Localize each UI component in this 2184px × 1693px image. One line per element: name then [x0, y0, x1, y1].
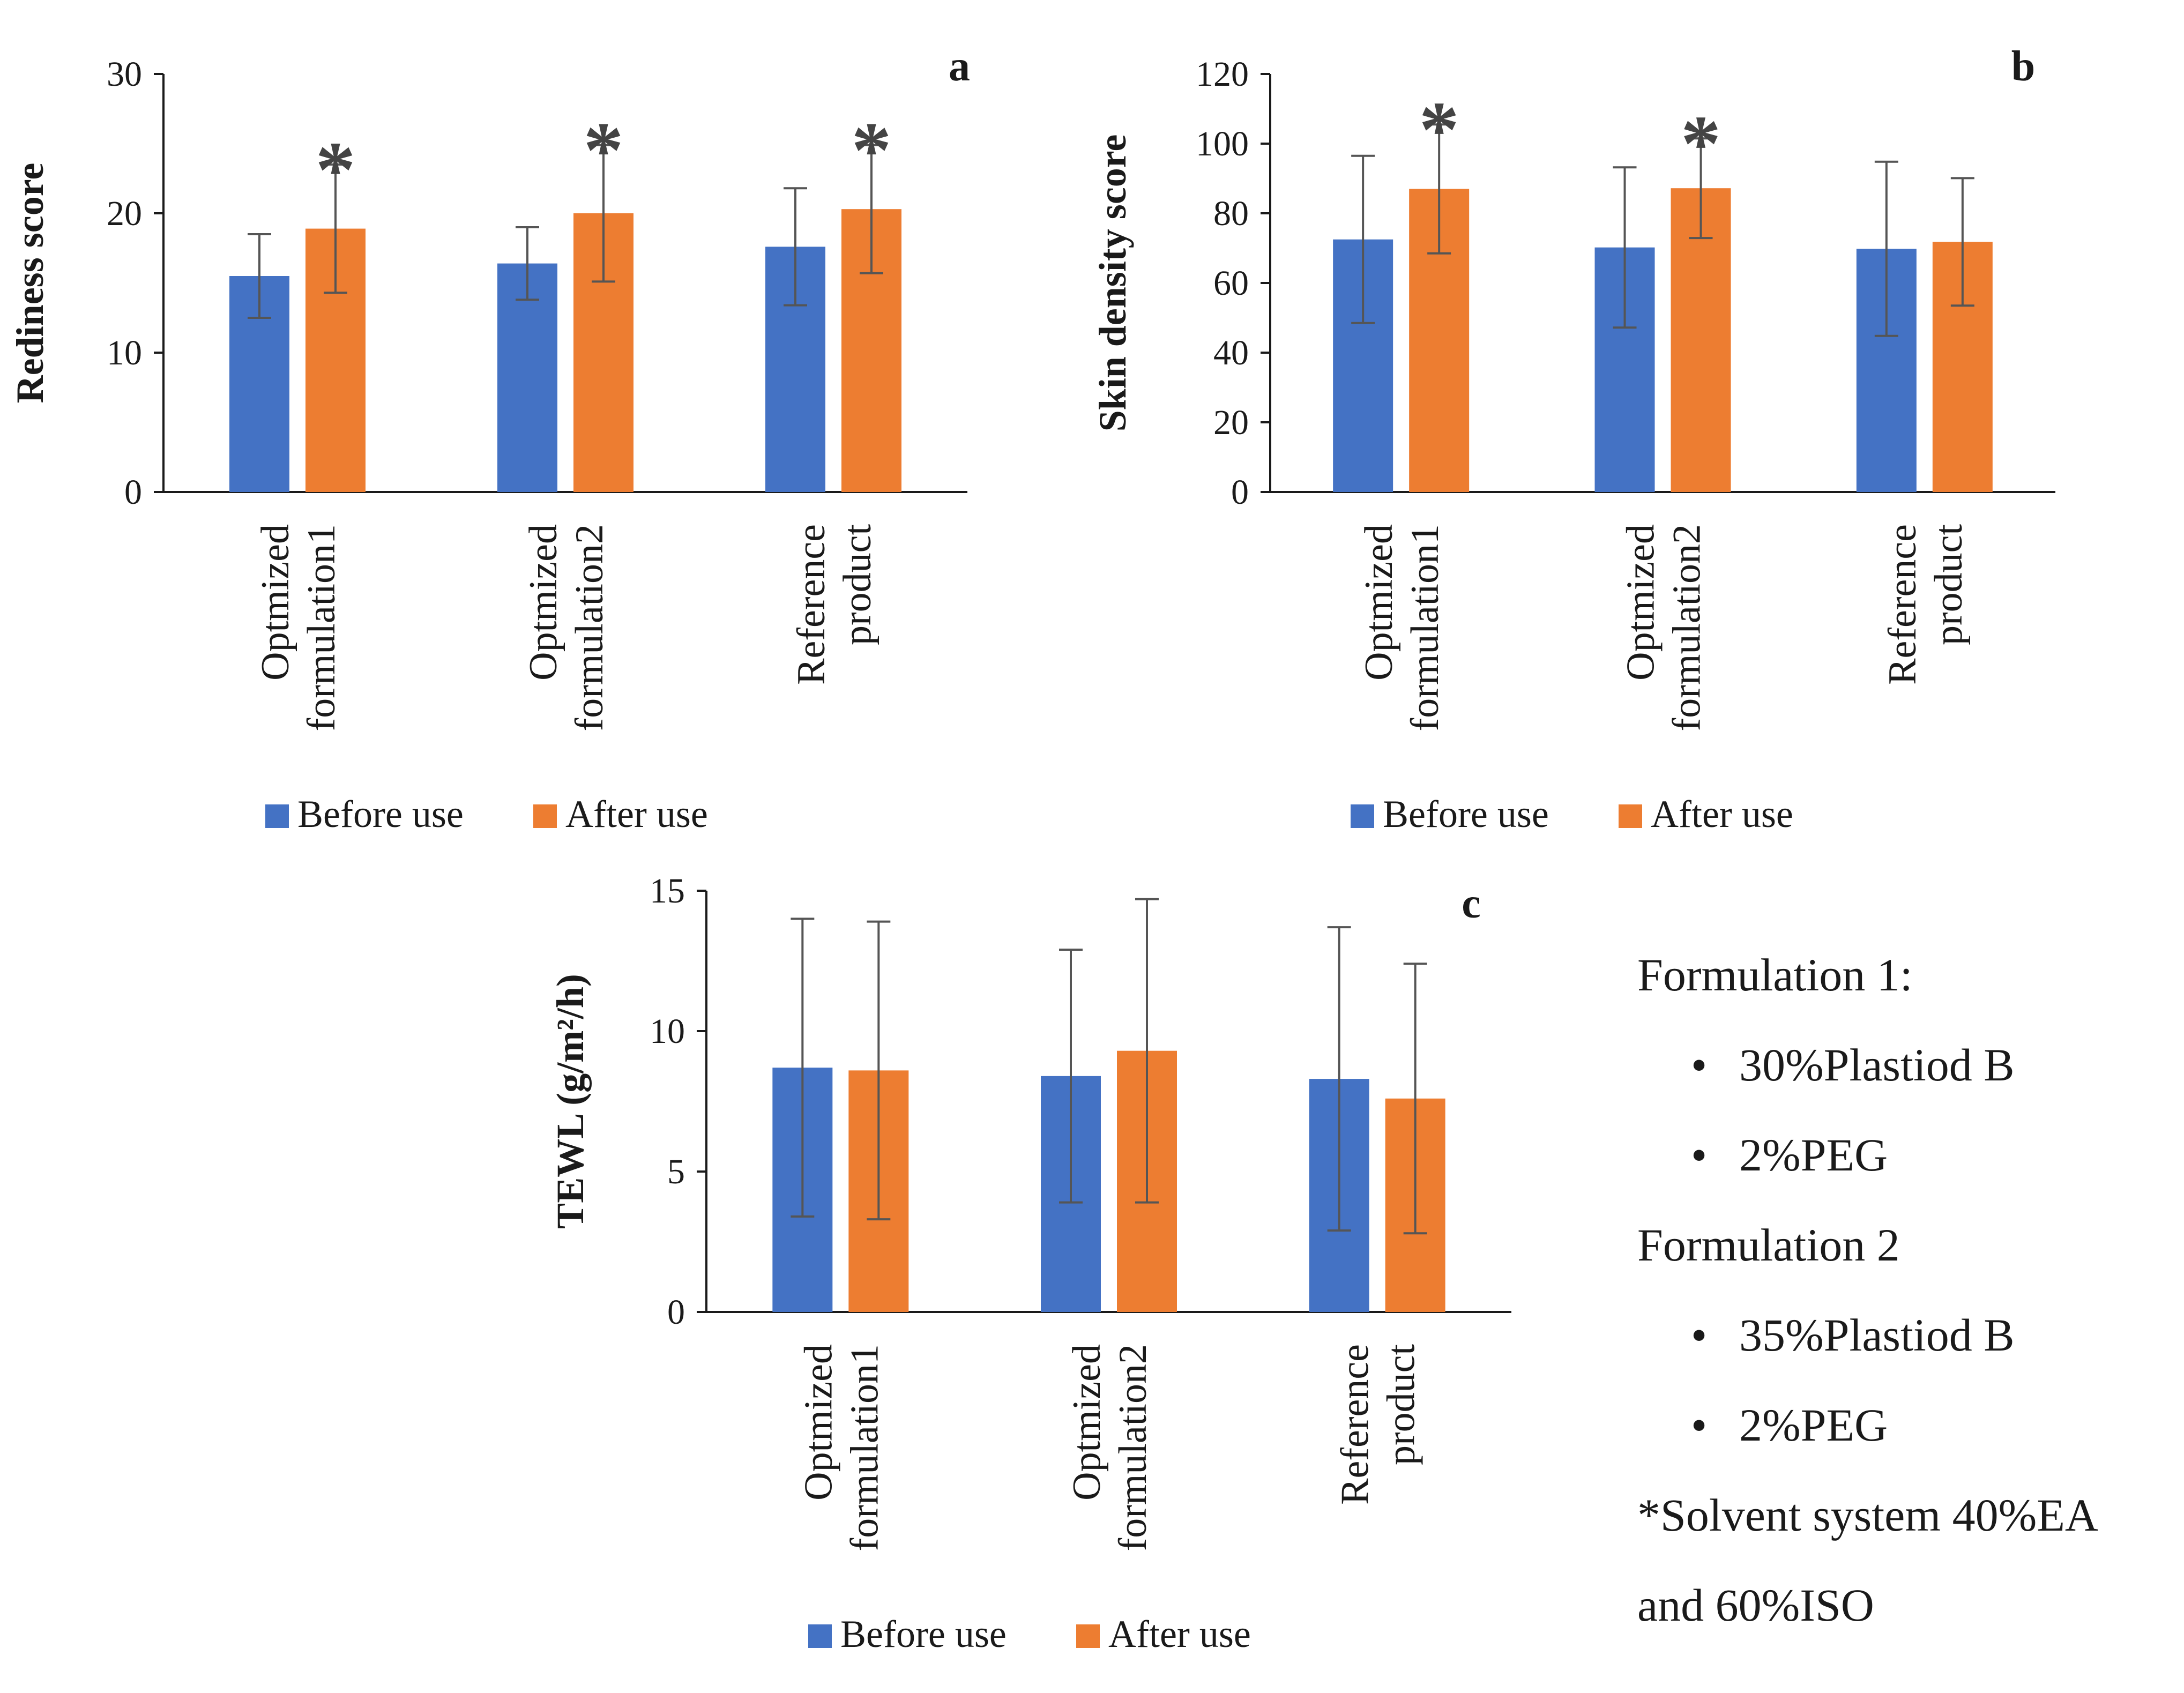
- solvent-note-line2: and 60%ISO: [1637, 1579, 1874, 1631]
- legend-label-before-use: Before use: [840, 1613, 1007, 1655]
- legend-swatch-after-use: [533, 804, 557, 828]
- significance-asterisk: *: [584, 106, 624, 195]
- category-label-line: product: [1380, 1344, 1423, 1465]
- y-tick-label: 15: [650, 871, 685, 911]
- category-label: Optmized formulation1: [254, 524, 344, 731]
- panel-label: a: [949, 43, 970, 90]
- y-tick-label: 30: [107, 55, 142, 94]
- y-tick-label: 120: [1196, 55, 1249, 94]
- category-label-line: Reference: [1333, 1344, 1377, 1505]
- category-label: Reference product: [789, 524, 879, 685]
- y-tick-label: 10: [107, 333, 142, 372]
- category-label-line: Optmized: [1357, 524, 1401, 681]
- formulation2-item: 2%PEG: [1637, 1380, 2173, 1470]
- category-label-line: product: [1927, 524, 1971, 645]
- significance-asterisk: *: [1419, 85, 1459, 174]
- formulation2-title: Formulation 2: [1637, 1219, 1900, 1271]
- y-tick-label: 20: [1213, 403, 1249, 442]
- category-label-line: formulation1: [1403, 524, 1447, 731]
- significance-asterisk: *: [1681, 99, 1721, 188]
- legend-label-after-use: After use: [1651, 793, 1793, 836]
- formulation1-item: 2%PEG: [1637, 1110, 2173, 1200]
- y-tick-label: 60: [1213, 264, 1249, 303]
- y-tick-label: 40: [1213, 333, 1249, 372]
- category-label-line: Optmized: [1065, 1344, 1109, 1501]
- legend-label-after-use: After use: [1108, 1613, 1251, 1655]
- panel-label: c: [1462, 880, 1481, 927]
- category-label: Optmized formulation1: [1357, 524, 1447, 731]
- y-axis-label: Rediness score: [9, 163, 51, 404]
- category-label: Reference product: [1881, 524, 1971, 685]
- legend-swatch-before-use: [265, 804, 289, 828]
- category-label-line: formulation2: [568, 524, 612, 731]
- legend-swatch-after-use: [1619, 804, 1642, 828]
- formulation1-title: Formulation 1:: [1637, 949, 1913, 1001]
- category-label-line: Optmized: [521, 524, 565, 681]
- category-label-line: Optmized: [796, 1344, 840, 1501]
- y-tick-label: 80: [1213, 194, 1249, 233]
- legend-swatch-before-use: [808, 1624, 832, 1648]
- significance-asterisk: *: [852, 106, 892, 195]
- legend-swatch-before-use: [1351, 804, 1374, 828]
- legend-label-before-use: Before use: [297, 793, 464, 836]
- category-label-line: Optmized: [1619, 524, 1663, 681]
- legend-label-after-use: After use: [565, 793, 708, 836]
- formulation1-item: 30%Plastiod B: [1637, 1020, 2173, 1110]
- category-label: Reference product: [1333, 1344, 1423, 1505]
- y-axis-label: TEWL (g/m²/h): [549, 974, 592, 1229]
- y-tick-label: 0: [124, 473, 142, 512]
- y-tick-label: 20: [107, 194, 142, 233]
- formulation2-item: 35%Plastiod B: [1637, 1290, 2173, 1380]
- y-tick-label: 10: [650, 1012, 685, 1051]
- category-label-line: Reference: [1881, 524, 1925, 685]
- category-label: Optmized formulation1: [796, 1344, 886, 1551]
- y-axis-label: Skin density score: [1091, 135, 1134, 432]
- panel-label: b: [2011, 43, 2036, 90]
- significance-asterisk: *: [316, 125, 356, 214]
- y-tick-label: 0: [667, 1293, 685, 1332]
- bar-before-use: [497, 263, 557, 492]
- category-label-line: formulation2: [1665, 524, 1709, 731]
- category-label-line: formulation1: [843, 1344, 886, 1551]
- category-label: Optmized formulation2: [1065, 1344, 1155, 1551]
- category-label-line: product: [836, 524, 879, 645]
- category-label: Optmized formulation2: [521, 524, 612, 731]
- formulation-notes: Formulation 1: 30%Plastiod B 2%PEG Formu…: [1637, 930, 2173, 1650]
- y-tick-label: 5: [667, 1152, 685, 1191]
- category-label-line: formulation2: [1111, 1344, 1155, 1551]
- y-tick-label: 100: [1196, 124, 1249, 163]
- y-tick-label: 0: [1231, 473, 1249, 512]
- category-label: Optmized formulation2: [1619, 524, 1709, 731]
- category-label-line: formulation1: [300, 524, 344, 731]
- solvent-note-line1: *Solvent system 40%EA: [1637, 1489, 2098, 1541]
- category-label-line: Optmized: [254, 524, 297, 681]
- category-label-line: Reference: [789, 524, 833, 685]
- legend-swatch-after-use: [1076, 1624, 1100, 1648]
- legend-label-before-use: Before use: [1383, 793, 1549, 836]
